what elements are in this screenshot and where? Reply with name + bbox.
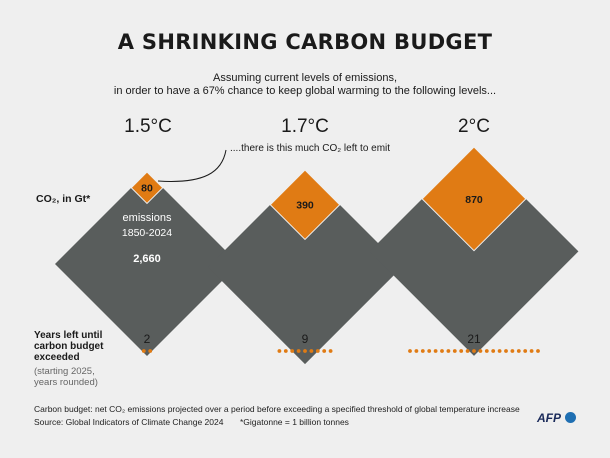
chart-title: A SHRINKING CARBON BUDGET <box>117 30 493 54</box>
emissions-diamond-3 <box>369 147 579 356</box>
unit-label: CO₂, in Gt* <box>36 193 91 205</box>
budget-diamond-3 <box>421 146 527 252</box>
year-dot <box>420 349 425 353</box>
year-dot <box>440 349 444 353</box>
emissions-value-label: 2,660 <box>133 253 161 265</box>
year-dot <box>478 349 483 353</box>
budget-value-label-3: 870 <box>465 194 483 206</box>
year-dot <box>504 349 508 353</box>
emissions-diamond-1 <box>55 172 239 356</box>
year-dot <box>148 349 153 353</box>
year-dot <box>283 349 288 353</box>
year-dot <box>408 349 412 353</box>
afp-logo-dot-icon <box>565 412 576 423</box>
years-left-label: Years left until carbon budget exceeded <box>34 330 144 363</box>
category-label-1-5: 1.5°C <box>124 116 172 137</box>
years-label-line-3: exceeded <box>34 352 80 363</box>
category-label-2: 2°C <box>458 116 490 137</box>
afp-logo: AFP <box>537 411 561 425</box>
year-dot <box>516 349 521 353</box>
year-dot <box>328 349 333 353</box>
year-dot <box>491 349 496 353</box>
annotation: ....there is this much CO₂ left to emit <box>230 143 391 154</box>
subtitle-line-1: Assuming current levels of emissions, <box>212 72 397 84</box>
years-value-2: 21 <box>467 332 481 346</box>
years-value-1-5: 2 <box>143 332 151 346</box>
year-dot <box>497 349 502 353</box>
budget-value-label-1: 80 <box>141 183 153 195</box>
year-dot <box>414 349 419 353</box>
year-dot <box>141 349 146 353</box>
budget-diamond-2 <box>269 169 341 241</box>
year-dot <box>309 349 314 353</box>
year-dot <box>446 349 451 353</box>
budget-diamond-1 <box>130 171 164 205</box>
year-dot <box>523 349 528 353</box>
subtitle-line-2: in order to have a 67% chance to keep gl… <box>113 85 497 97</box>
emissions-label-line-2: 1850-2024 <box>122 227 172 239</box>
footer-definition: Carbon budget: net CO₂ emissions project… <box>34 404 520 414</box>
budget-value-label-2: 390 <box>296 200 314 212</box>
year-dot <box>433 349 438 353</box>
year-dot <box>290 349 295 353</box>
category-label-1-7: 1.7°C <box>281 116 329 137</box>
year-dot <box>465 349 470 353</box>
years-label-line-1: Years left until <box>34 330 103 341</box>
year-dot <box>277 349 282 353</box>
year-dot <box>303 349 307 353</box>
years-note-line-1: (starting 2025, <box>34 366 95 377</box>
year-dot <box>536 349 540 353</box>
year-dot <box>452 349 457 353</box>
year-dot <box>459 349 464 353</box>
annotation-leader-line <box>157 149 227 182</box>
year-dot <box>472 349 476 353</box>
year-dot <box>510 349 515 353</box>
year-dot <box>427 349 432 353</box>
year-dot <box>296 349 301 353</box>
chart-subtitle: Assuming current levels of emissions, in… <box>55 72 555 98</box>
years-left-note: (starting 2025, years rounded) <box>34 366 144 388</box>
emissions-diamond-2 <box>207 170 403 365</box>
footer-source: Source: Global Indicators of Climate Cha… <box>34 417 224 427</box>
year-dot <box>322 349 327 353</box>
year-dot <box>315 349 320 353</box>
year-dot <box>529 349 534 353</box>
footer-note: *Gigatonne = 1 billion tonnes <box>240 417 349 427</box>
years-label-line-2: carbon budget <box>34 341 104 352</box>
years-note-line-2: years rounded) <box>34 376 98 388</box>
years-value-1-7: 9 <box>301 332 309 346</box>
year-dot <box>484 349 489 353</box>
emissions-label-line-1: emissions <box>123 212 172 224</box>
